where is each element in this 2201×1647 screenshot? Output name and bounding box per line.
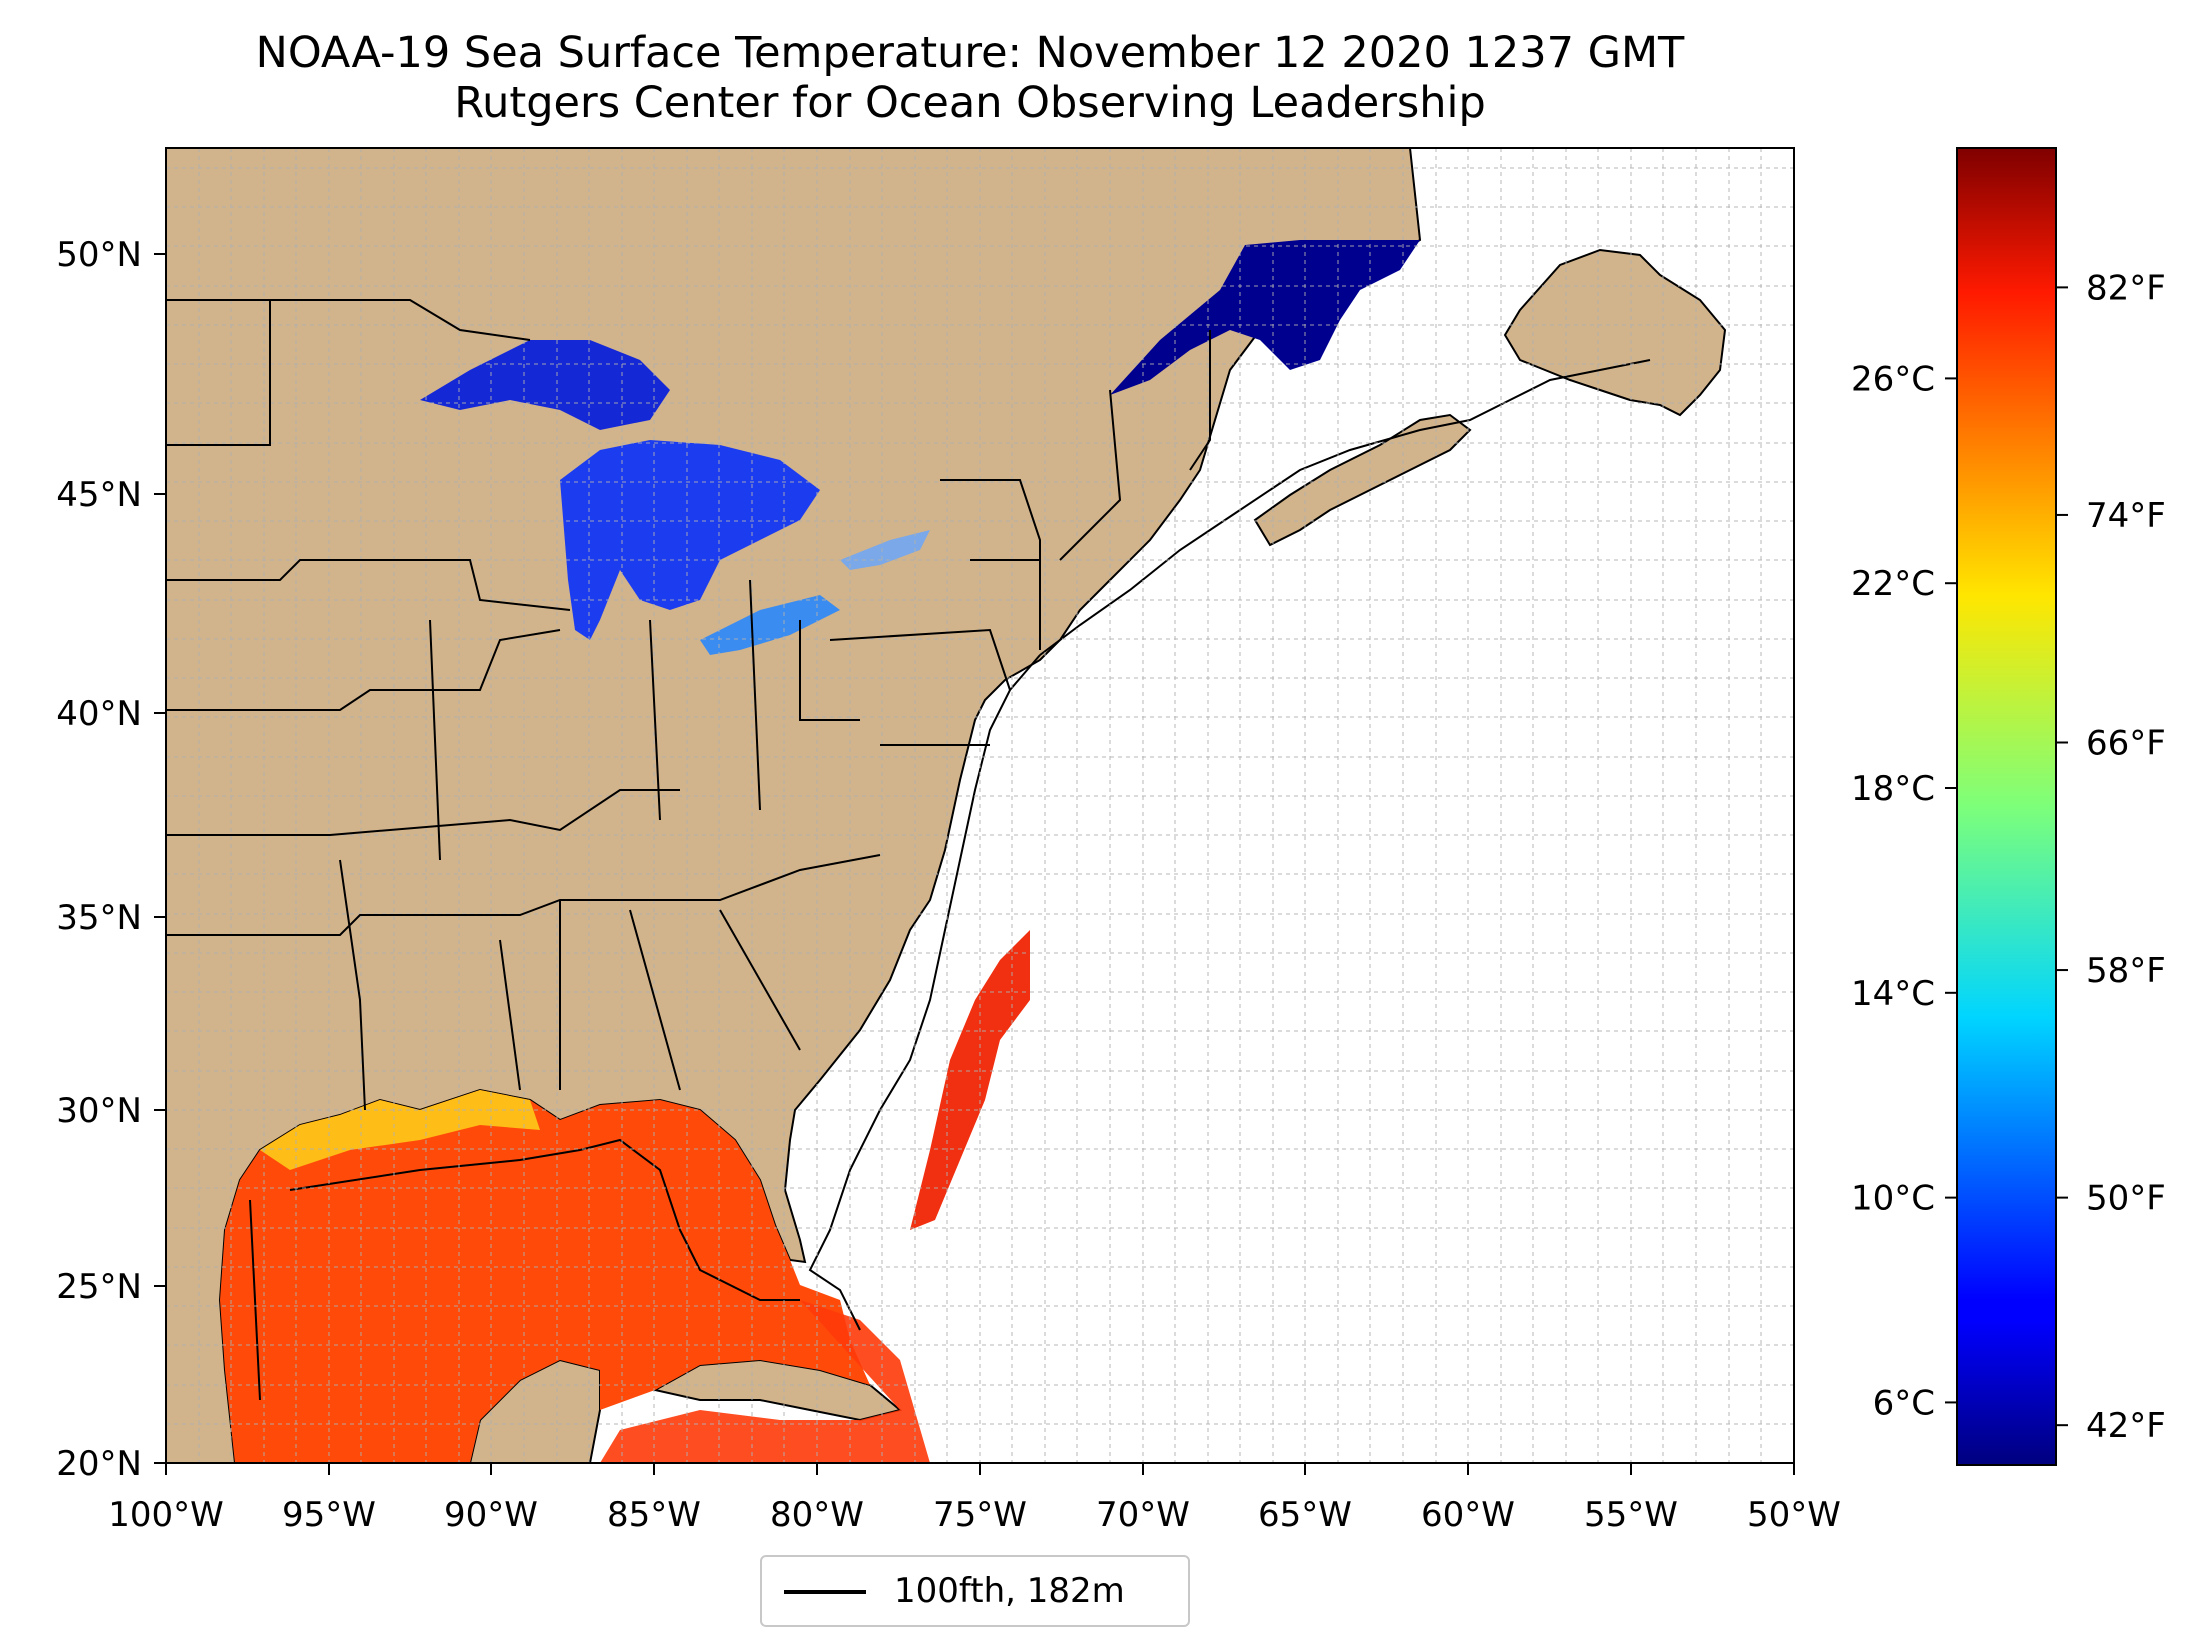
sst-caribbean [600,1300,930,1463]
chart-subtitle: Rutgers Center for Ocean Observing Leade… [454,78,1486,128]
y-tick-label: 35°N [56,898,142,938]
colorbar-tick-label: 74°F [2086,496,2166,536]
x-tick-label: 70°W [1096,1495,1190,1535]
y-tick-label: 50°N [56,235,142,275]
isobath-100fth [249,359,1651,1401]
y-tick-label: 25°N [56,1267,142,1307]
legend-label: 100fth, 182m [894,1571,1125,1611]
x-tick-label: 90°W [444,1495,538,1535]
colorbar: 42°F 50°F 58°F 66°F 74°F 82°F 6°C 10°C 14°C 18°C 2… [1851,147,2166,1466]
land-newfoundland [1503,248,1727,417]
state-borders [166,299,1211,1111]
colorbar-tick-label: 58°F [2086,951,2166,991]
x-axis: 100°W 95°W 90°W 85°W 80°W 75°W 70°W 65°W… [108,1463,1841,1535]
sst-lake-michigan-huron [560,440,820,640]
colorbar-gradient [1956,147,2057,1466]
x-tick-label: 85°W [607,1495,701,1535]
y-axis: 20°N 25°N 30°N 35°N 40°N 45°N 50°N [56,235,166,1484]
sst-gulf-of-mexico [220,1090,870,1463]
sst-gulf-stream-swath [910,930,1030,1230]
colorbar-tick-label: 26°C [1851,359,1935,399]
x-tick-label: 60°W [1421,1495,1515,1535]
colorbar-tick-label: 66°F [2086,723,2166,763]
y-tick-label: 30°N [56,1091,142,1131]
legend: 100fth, 182m [760,1555,1190,1627]
gridlines [166,148,1794,1463]
map-panel [166,148,1794,1463]
colorbar-ticks: 42°F 50°F 58°F 66°F 74°F 82°F 6°C 10°C 14°C 18°C 2… [1851,268,2166,1446]
legend-line-swatch [784,1590,866,1594]
x-tick-label: 75°W [933,1495,1027,1535]
x-tick-label: 95°W [282,1495,376,1535]
x-tick-label: 80°W [770,1495,864,1535]
sst-lake-superior [420,340,670,430]
colorbar-tick-label: 22°C [1851,564,1935,604]
sst-lake-erie [700,595,840,655]
y-tick-label: 20°N [56,1444,142,1484]
colorbar-tick-label: 42°F [2086,1406,2166,1446]
y-tick-label: 45°N [56,475,142,515]
x-tick-label: 50°W [1747,1495,1841,1535]
colorbar-tick-label: 50°F [2086,1179,2166,1219]
colorbar-tick-label: 14°C [1851,974,1935,1014]
colorbar-tick-label: 82°F [2086,268,2166,308]
x-tick-label: 55°W [1584,1495,1678,1535]
x-tick-label: 65°W [1258,1495,1352,1535]
colorbar-tick-label: 18°C [1851,769,1935,809]
y-tick-label: 40°N [56,694,142,734]
sst-gulf-st-lawrence [1110,240,1420,395]
colorbar-tick-label: 10°C [1851,1179,1935,1219]
chart-title: NOAA-19 Sea Surface Temperature: Novembe… [255,28,1685,78]
x-tick-label: 100°W [108,1495,224,1535]
colorbar-tick-label: 6°C [1873,1383,1935,1423]
